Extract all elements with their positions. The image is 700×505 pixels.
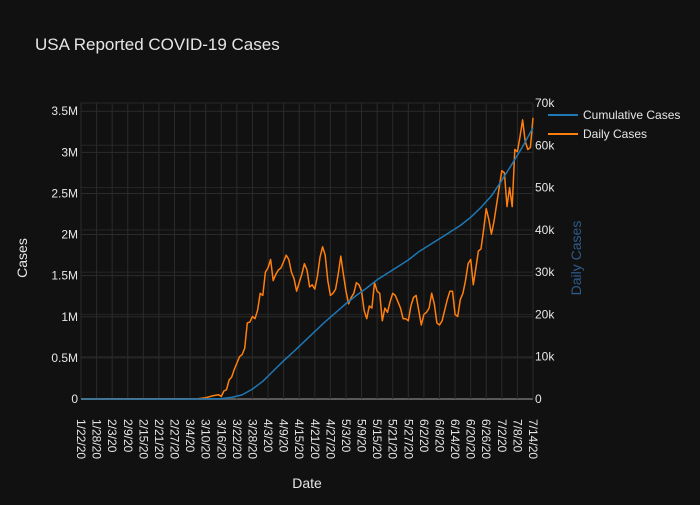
x-tick-label: 4/21/20 — [308, 419, 322, 459]
chart-title: USA Reported COVID-19 Cases — [35, 35, 280, 54]
y-tick-label: 2.5M — [51, 186, 78, 200]
x-tick-label: 4/9/20 — [277, 419, 291, 453]
x-tick-label: 6/8/20 — [432, 419, 446, 453]
y2-axis-title: Daily Cases — [568, 221, 584, 296]
x-tick-label: 6/26/20 — [479, 419, 493, 459]
gridlines — [80, 102, 534, 400]
x-tick-label: 2/21/20 — [152, 419, 166, 459]
x-tick-label: 2/3/20 — [105, 419, 119, 453]
y-axis-ticks: 0 0.5M 1M 1.5M 2M 2.5M 3M 3.5M — [51, 104, 78, 406]
x-tick-label: 5/15/20 — [370, 419, 384, 459]
x-axis-title: Date — [292, 475, 322, 491]
y2-tick-label: 40k — [535, 223, 555, 237]
y2-tick-label: 20k — [535, 307, 555, 321]
y-tick-label: 0 — [71, 392, 78, 406]
x-tick-label: 3/16/20 — [214, 419, 228, 459]
y-tick-label: 3.5M — [51, 104, 78, 118]
x-axis-ticks: 1/22/20 1/28/20 2/3/20 2/9/20 2/15/20 2/21/20… — [74, 419, 540, 459]
x-tick-label: 5/3/20 — [339, 419, 353, 453]
x-tick-label: 3/10/20 — [199, 419, 213, 459]
x-tick-label: 3/22/20 — [230, 419, 244, 459]
y-tick-label: 3M — [61, 145, 78, 159]
x-tick-label: 2/27/20 — [168, 419, 182, 459]
x-tick-label: 4/3/20 — [261, 419, 275, 453]
x-tick-label: 1/22/20 — [74, 419, 88, 459]
y2-axis-ticks: 0 10k 20k 30k 40k 50k 60k 70k — [535, 96, 555, 406]
cumulative-cases-line — [81, 127, 534, 400]
x-tick-label: 7/14/20 — [526, 419, 540, 459]
y-tick-label: 1M — [61, 310, 78, 324]
series-layer — [81, 117, 534, 400]
x-tick-label: 5/9/20 — [355, 419, 369, 453]
x-tick-label: 3/4/20 — [183, 419, 197, 453]
x-tick-label: 6/14/20 — [448, 419, 462, 459]
x-tick-label: 6/2/20 — [417, 419, 431, 453]
y2-tick-label: 30k — [535, 265, 555, 279]
legend[interactable]: Cumulative Cases Daily Cases — [548, 108, 680, 141]
y-tick-label: 1.5M — [51, 269, 78, 283]
x-tick-label: 2/15/20 — [136, 419, 150, 459]
x-tick-label: 7/8/20 — [510, 419, 524, 453]
y2-tick-label: 0 — [535, 392, 542, 406]
legend-item[interactable]: Cumulative Cases — [548, 108, 680, 122]
y2-tick-label: 70k — [535, 96, 555, 110]
y-tick-label: 0.5M — [51, 351, 78, 365]
y2-tick-label: 60k — [535, 138, 555, 152]
x-tick-label: 3/28/20 — [245, 419, 259, 459]
daily-cases-line — [81, 117, 534, 400]
legend-label: Cumulative Cases — [583, 108, 680, 122]
x-tick-label: 7/2/20 — [495, 419, 509, 453]
x-tick-label: 6/20/20 — [464, 419, 478, 459]
x-tick-label: 5/21/20 — [386, 419, 400, 459]
legend-item[interactable]: Daily Cases — [548, 127, 647, 141]
legend-label: Daily Cases — [583, 127, 647, 141]
x-tick-label: 4/27/20 — [323, 419, 337, 459]
y2-tick-label: 10k — [535, 350, 555, 364]
y-tick-label: 2M — [61, 228, 78, 242]
x-tick-label: 5/27/20 — [401, 419, 415, 459]
y2-tick-label: 50k — [535, 181, 555, 195]
x-tick-label: 1/28/20 — [90, 419, 104, 459]
y-axis-title: Cases — [14, 238, 30, 278]
x-tick-label: 4/15/20 — [292, 419, 306, 459]
x-tick-label: 2/9/20 — [121, 419, 135, 453]
